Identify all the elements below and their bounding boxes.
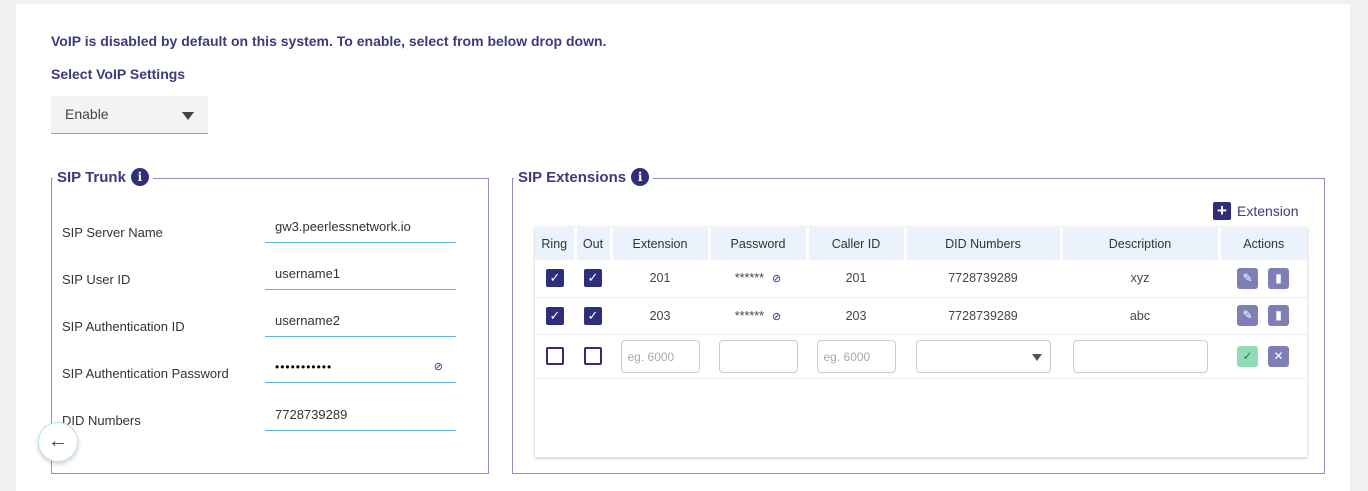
col-out: Out bbox=[575, 227, 613, 260]
sip-trunk-label: SIP Trunk bbox=[57, 168, 126, 186]
password-cell: ****** ⊘ bbox=[709, 260, 807, 298]
caller-id-cell: 203 bbox=[807, 297, 905, 335]
sip-trunk-panel bbox=[51, 178, 489, 474]
plus-icon: + bbox=[1213, 202, 1231, 220]
col-did: DID Numbers bbox=[905, 227, 1063, 260]
dropdown-arrow-icon bbox=[1031, 353, 1042, 361]
col-extension: Extension bbox=[611, 227, 711, 260]
close-icon[interactable]: ✕ bbox=[1268, 345, 1289, 367]
edit-icon[interactable]: ✎ bbox=[1237, 267, 1258, 289]
extension-input[interactable]: eg. 6000 bbox=[620, 339, 700, 373]
ring-checkbox[interactable]: ✓ bbox=[546, 306, 564, 325]
caller-id-cell: 201 bbox=[807, 260, 905, 298]
sip-server-input[interactable]: gw3.peerlessnetwork.io bbox=[265, 219, 456, 243]
out-checkbox[interactable] bbox=[584, 347, 602, 365]
sip-auth-id-input[interactable]: username2 bbox=[265, 313, 456, 337]
field-label: SIP User ID bbox=[62, 272, 131, 287]
ring-checkbox[interactable] bbox=[546, 347, 564, 365]
edit-icon[interactable]: ✎ bbox=[1237, 305, 1258, 326]
field-label: SIP Authentication ID bbox=[62, 319, 185, 334]
description-input[interactable] bbox=[1072, 339, 1208, 373]
password-value: ****** bbox=[734, 271, 764, 286]
voip-settings-select[interactable]: Enable bbox=[51, 96, 208, 134]
description-cell: xyz bbox=[1061, 260, 1219, 298]
eye-slash-icon[interactable]: ⊘ bbox=[771, 273, 782, 286]
new-extension-row: eg. 6000 eg. 6000 ✓ ✕ bbox=[535, 334, 1307, 379]
table-row: ✓ ✓ 203 ****** ⊘ 203 7728739289 abc ✎ ▮ bbox=[535, 297, 1307, 335]
password-value: ••••••••••• bbox=[275, 360, 333, 374]
select-value: Enable bbox=[65, 106, 109, 122]
sip-password-input[interactable]: ••••••••••• ⊘ bbox=[265, 360, 456, 383]
sip-extensions-panel bbox=[512, 178, 1325, 474]
table-row: ✓ ✓ 201 ****** ⊘ 201 7728739289 xyz ✎ ▮ bbox=[535, 260, 1307, 298]
password-cell: ****** ⊘ bbox=[709, 297, 807, 335]
extension-cell: 201 bbox=[611, 260, 709, 298]
extension-cell: 203 bbox=[611, 297, 709, 335]
add-extension-label: Extension bbox=[1237, 203, 1299, 219]
sip-extensions-label: SIP Extensions bbox=[518, 168, 627, 186]
info-icon[interactable]: i bbox=[631, 168, 650, 186]
password-input[interactable] bbox=[718, 339, 798, 373]
check-icon[interactable]: ✓ bbox=[1237, 345, 1258, 367]
col-caller-id: Caller ID bbox=[807, 227, 907, 260]
did-select[interactable] bbox=[915, 339, 1051, 373]
col-password: Password bbox=[709, 227, 809, 260]
out-checkbox[interactable]: ✓ bbox=[584, 269, 602, 288]
eye-slash-icon[interactable]: ⊘ bbox=[771, 310, 782, 323]
field-label: DID Numbers bbox=[62, 413, 141, 428]
out-checkbox[interactable]: ✓ bbox=[584, 306, 602, 325]
did-cell: 7728739289 bbox=[905, 297, 1061, 335]
select-label: Select VoIP Settings bbox=[51, 66, 186, 82]
caller-id-input[interactable]: eg. 6000 bbox=[816, 339, 896, 373]
sip-user-id-input[interactable]: username1 bbox=[265, 266, 456, 290]
trash-icon[interactable]: ▮ bbox=[1268, 305, 1289, 326]
password-value: ****** bbox=[734, 308, 764, 323]
field-label: SIP Authentication Password bbox=[62, 366, 229, 381]
col-ring: Ring bbox=[535, 227, 577, 260]
sip-trunk-title: SIP Trunk i bbox=[53, 168, 153, 186]
eye-slash-icon[interactable]: ⊘ bbox=[433, 361, 444, 373]
intro-text: VoIP is disabled by default on this syst… bbox=[51, 33, 607, 49]
info-icon[interactable]: i bbox=[130, 168, 149, 186]
did-cell: 7728739289 bbox=[905, 260, 1061, 298]
did-numbers-input[interactable]: 7728739289 bbox=[265, 407, 456, 431]
col-actions: Actions bbox=[1219, 227, 1307, 260]
add-extension-button[interactable]: + Extension bbox=[1213, 202, 1298, 220]
ring-checkbox[interactable]: ✓ bbox=[546, 269, 564, 288]
sip-extensions-title: SIP Extensions i bbox=[514, 168, 654, 186]
field-label: SIP Server Name bbox=[62, 225, 163, 240]
dropdown-arrow-icon bbox=[182, 112, 194, 120]
trash-icon[interactable]: ▮ bbox=[1268, 267, 1289, 289]
col-description: Description bbox=[1061, 227, 1221, 260]
back-arrow-icon[interactable]: ← bbox=[38, 422, 78, 462]
extensions-table: Ring Out Extension Password Caller ID DI… bbox=[535, 227, 1307, 457]
table-header: Ring Out Extension Password Caller ID DI… bbox=[535, 227, 1307, 260]
description-cell: abc bbox=[1061, 297, 1219, 335]
